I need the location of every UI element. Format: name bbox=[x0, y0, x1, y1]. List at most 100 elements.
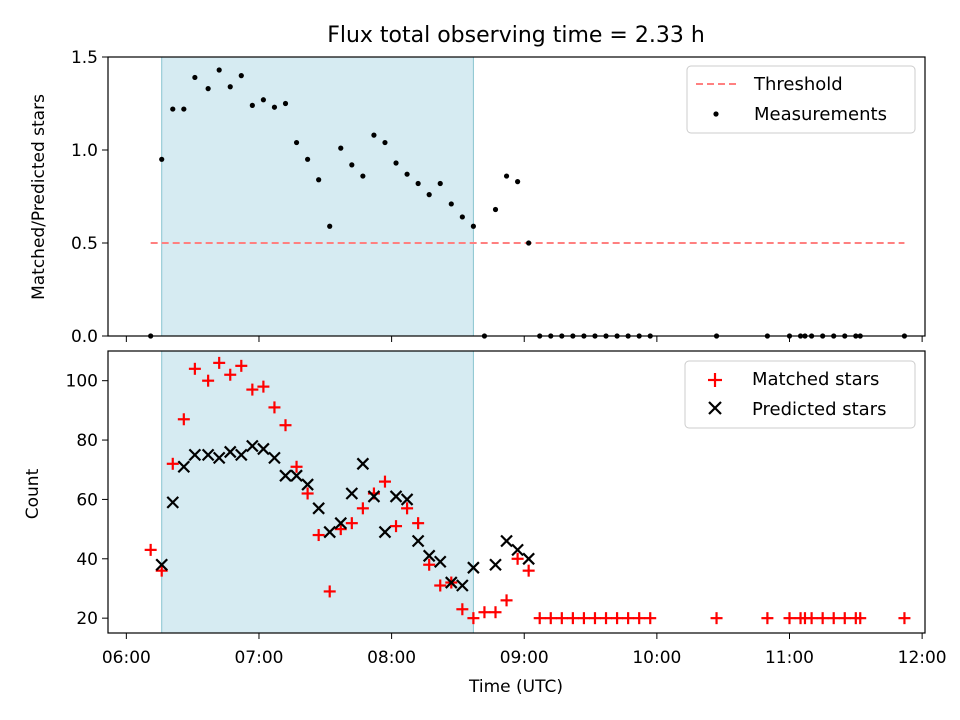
predicted-stars-point bbox=[500, 534, 513, 548]
measurement-point bbox=[192, 74, 198, 81]
bottom-panel-ylabel: Count bbox=[23, 468, 43, 519]
predicted-stars-point bbox=[312, 502, 325, 515]
measurement-point bbox=[382, 139, 388, 146]
predicted-stars-point bbox=[257, 442, 270, 456]
legend-matched-label: Matched stars bbox=[752, 369, 879, 390]
matched-stars-point bbox=[816, 612, 829, 625]
matched-stars-point bbox=[588, 612, 601, 625]
measurement-point bbox=[393, 160, 399, 166]
predicted-stars-point bbox=[235, 448, 248, 462]
matched-stars-point bbox=[600, 612, 613, 625]
matched-stars-point bbox=[268, 401, 281, 414]
matched-stars-point bbox=[622, 612, 635, 625]
predicted-stars-point bbox=[268, 451, 281, 465]
matched-stars-point bbox=[827, 612, 840, 625]
top-legend-box bbox=[686, 65, 916, 134]
legend-threshold-label: Threshold bbox=[753, 74, 843, 95]
predicted-stars-point bbox=[367, 490, 381, 503]
top-panel: 0.0 0.5 1.0 1.5 Matched/Predicted stars Thr… bbox=[29, 48, 926, 347]
matched-stars-point bbox=[213, 356, 226, 369]
xtick-label: 07:00 bbox=[234, 648, 283, 668]
matched-stars-point bbox=[334, 523, 347, 536]
matched-stars-point bbox=[533, 612, 546, 625]
measurement-point bbox=[371, 132, 377, 138]
measurement-point bbox=[426, 192, 432, 198]
predicted-stars-point bbox=[422, 549, 436, 563]
predicted-stars-point bbox=[166, 496, 180, 509]
matched-stars-point bbox=[279, 419, 292, 432]
x-axis-label: Time (UTC) bbox=[468, 677, 563, 697]
matched-stars-point bbox=[577, 612, 590, 625]
matched-stars-point bbox=[456, 603, 469, 616]
chart-title: Flux total observing time = 2.33 h bbox=[327, 23, 705, 48]
measurement-point bbox=[360, 173, 366, 179]
measurement-point bbox=[282, 100, 289, 107]
ytick-label: 1.0 bbox=[71, 141, 98, 161]
predicted-stars-point bbox=[301, 478, 314, 491]
matched-stars-point bbox=[898, 612, 911, 625]
ytick-label: 20 bbox=[76, 609, 98, 629]
matched-stars-point bbox=[644, 612, 657, 625]
measurement-point bbox=[437, 180, 443, 187]
measurement-point bbox=[503, 173, 510, 179]
matched-stars-point bbox=[345, 517, 358, 530]
top-panel-ylabel: Matched/Predicted stars bbox=[29, 94, 49, 300]
measurement-point bbox=[327, 223, 333, 229]
measurement-point bbox=[271, 104, 278, 110]
matched-stars-point bbox=[489, 606, 502, 619]
matched-stars-point bbox=[390, 520, 403, 533]
top-panel-frame bbox=[107, 56, 926, 337]
predicted-stars-point bbox=[188, 448, 202, 462]
predicted-stars-point bbox=[323, 525, 336, 539]
matched-stars-point bbox=[434, 579, 447, 592]
matched-stars-point bbox=[144, 543, 157, 556]
xtick-label: 12:00 bbox=[898, 648, 947, 668]
matched-stars-point bbox=[224, 368, 237, 381]
matched-stars-point bbox=[761, 612, 774, 625]
bottom-legend: Matched stars Predicted stars bbox=[684, 360, 916, 429]
measurement-point bbox=[170, 106, 176, 112]
ytick-label: 0.5 bbox=[71, 234, 98, 254]
xtick-label: 06:00 bbox=[102, 648, 151, 668]
predicted-stars-point bbox=[246, 439, 259, 453]
matched-stars-point bbox=[467, 612, 480, 625]
measurement-point bbox=[249, 102, 255, 108]
predicted-stars-point bbox=[155, 558, 168, 572]
matched-stars-point bbox=[805, 612, 818, 625]
legend-matched-swatch bbox=[708, 373, 722, 387]
measurement-point bbox=[260, 97, 266, 103]
predicted-stars-point bbox=[378, 525, 392, 539]
measurement-point bbox=[205, 86, 211, 92]
measurement-point bbox=[293, 139, 300, 146]
matched-stars-point bbox=[177, 413, 190, 426]
matched-stars-point bbox=[323, 585, 336, 598]
measurement-point bbox=[159, 156, 165, 162]
matched-stars-point bbox=[155, 564, 168, 577]
bottom-legend-box bbox=[684, 360, 916, 429]
ytick-label: 40 bbox=[76, 550, 98, 570]
measurement-point bbox=[515, 179, 521, 185]
predicted-stars-point bbox=[334, 516, 348, 530]
ytick-label: 100 bbox=[66, 372, 98, 392]
measurement-point bbox=[492, 206, 499, 213]
predicted-stars-point bbox=[522, 552, 535, 566]
top-panel-ticks: 0.0 0.5 1.0 1.5 bbox=[71, 48, 923, 347]
predicted-stars-point bbox=[433, 555, 447, 569]
predicted-stars-point bbox=[511, 543, 524, 557]
predicted-stars-point bbox=[212, 451, 226, 465]
observing-window-shade-bottom bbox=[161, 350, 474, 634]
legend-predicted-swatch bbox=[708, 401, 722, 415]
matched-stars-point bbox=[412, 517, 425, 530]
ytick-label: 0.0 bbox=[71, 327, 98, 347]
observing-window-shade-top bbox=[161, 56, 474, 337]
matched-stars-point bbox=[235, 359, 248, 372]
predicted-stars-point bbox=[411, 534, 425, 548]
predicted-stars-point bbox=[201, 448, 215, 462]
matched-stars-point bbox=[246, 383, 259, 396]
matched-stars-point bbox=[401, 502, 414, 515]
predicted-stars-point bbox=[290, 469, 303, 482]
matched-stars-point bbox=[257, 380, 270, 393]
matched-stars-point bbox=[611, 612, 624, 625]
predicted-stars-point bbox=[345, 487, 359, 500]
